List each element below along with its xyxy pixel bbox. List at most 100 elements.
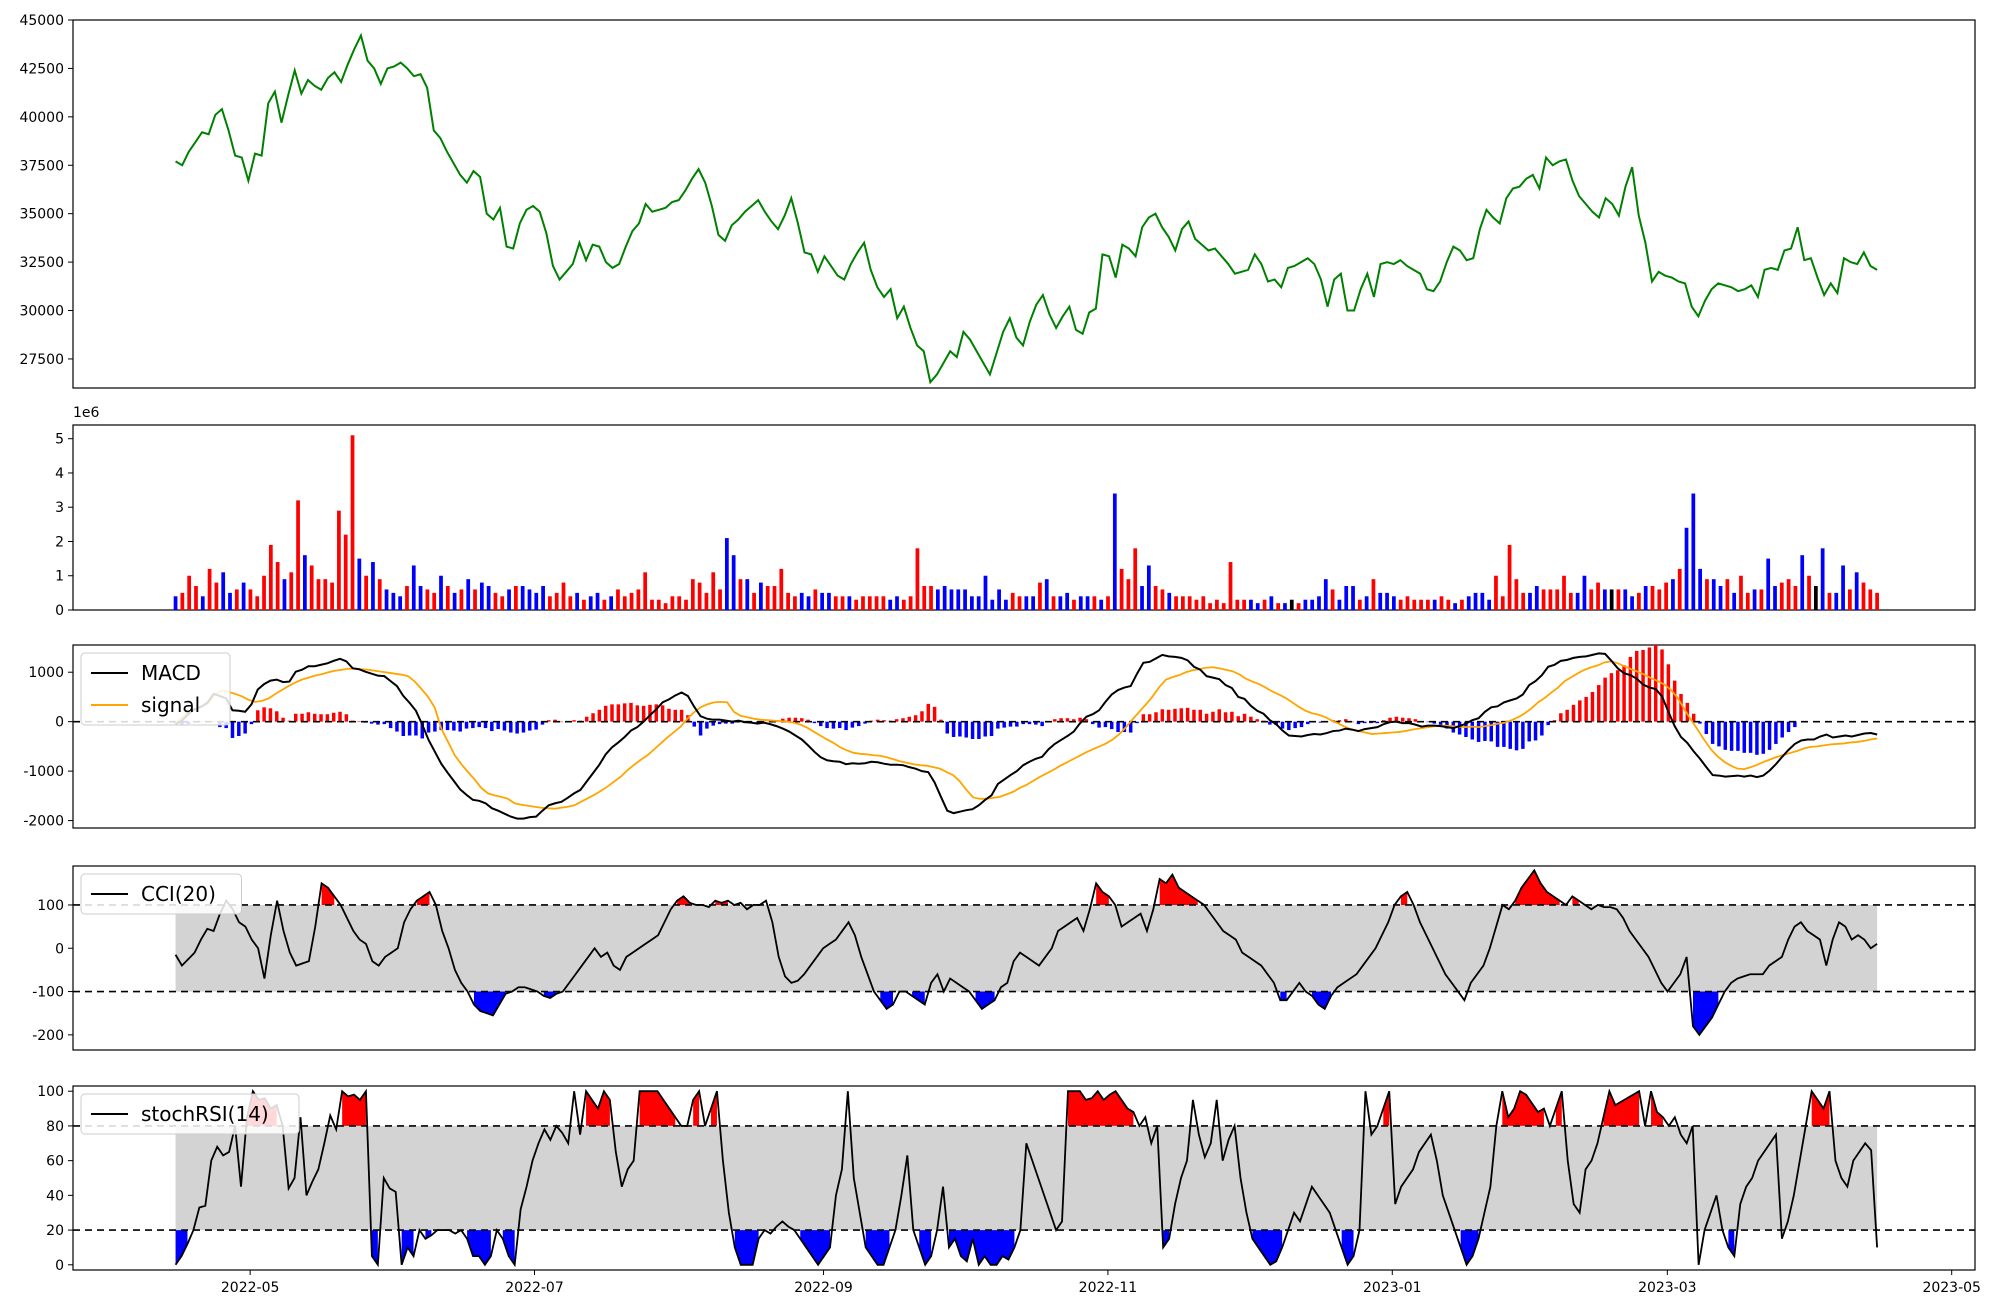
volume-axes-frame — [72, 424, 1976, 611]
macd-histogram-bar — [622, 703, 627, 722]
stochrsi-oversold-fill — [401, 1230, 414, 1265]
macd-histogram-bar — [641, 705, 646, 722]
volume-bar — [793, 596, 797, 610]
volume-bar — [820, 592, 825, 610]
macd-histogram-bar — [793, 717, 798, 722]
volume-bar — [1439, 596, 1444, 610]
stochrsi-overbought-fill — [1555, 1091, 1562, 1126]
volume-bar — [588, 596, 593, 610]
volume-bar — [296, 500, 300, 610]
macd-histogram-bar — [1078, 717, 1082, 722]
macd-histogram-bar — [1502, 721, 1506, 747]
stochrsi-overbought-fill — [1651, 1091, 1663, 1126]
volume-bar — [1426, 599, 1430, 610]
macd-histogram-bar — [388, 721, 393, 729]
stochrsi-ytick-label: 60 — [46, 1154, 64, 1170]
macd-histogram-bar — [1476, 721, 1481, 742]
volume-bar — [1378, 592, 1383, 610]
volume-bar — [786, 592, 790, 610]
volume-bar — [1460, 599, 1464, 610]
macd-histogram-bar — [711, 721, 715, 726]
macd-histogram-bar — [256, 710, 260, 722]
macd-histogram-bar — [660, 705, 665, 722]
macd-ytick-label: -1000 — [23, 764, 64, 780]
macd-histogram-bar — [1508, 721, 1512, 749]
volume-bar — [1793, 586, 1798, 610]
macd-histogram-bar — [1603, 677, 1607, 722]
macd-histogram-bar — [1774, 721, 1778, 744]
macd-histogram-bar — [591, 713, 595, 722]
macd-histogram-bar — [1729, 721, 1734, 751]
volume-bar — [1385, 592, 1389, 610]
macd-histogram-bar — [1748, 721, 1753, 753]
macd-histogram-bar — [433, 721, 437, 732]
stochrsi-oversold-fill — [371, 1230, 378, 1265]
volume-ytick-label: 4 — [55, 466, 64, 482]
volume-exponent-label: 1e6 — [73, 405, 100, 421]
macd-histogram-bar — [1628, 656, 1633, 722]
volume-bar — [1534, 586, 1539, 610]
price-axes-frame — [72, 19, 1976, 389]
volume-bar — [1664, 582, 1668, 610]
volume-bar — [929, 586, 933, 610]
volume-bar — [1092, 596, 1097, 610]
volume-bar — [180, 592, 185, 610]
stochrsi-ytick-label: 20 — [46, 1223, 64, 1239]
macd-histogram-bar — [1495, 721, 1500, 747]
volume-bar — [1752, 589, 1757, 610]
macd-histogram-bar — [1116, 721, 1120, 733]
macd-histogram-bar — [1034, 721, 1038, 725]
macd-histogram-bar — [1672, 680, 1677, 722]
volume-bar — [1548, 589, 1553, 610]
macd-histogram-bar — [679, 709, 684, 722]
macd-histogram-bar — [983, 721, 987, 737]
volume-bar — [214, 582, 219, 610]
macd-histogram-bar — [1761, 721, 1765, 754]
macd-histogram-bar — [294, 713, 298, 722]
volume-bar — [724, 538, 729, 610]
volume-bar — [1146, 565, 1151, 610]
volume-bar — [330, 582, 334, 610]
volume-bar — [861, 596, 865, 610]
volume-bar — [268, 544, 273, 610]
volume-bar — [384, 589, 389, 610]
macd-histogram-bar — [1306, 721, 1310, 725]
macd-histogram-bar — [1185, 707, 1190, 722]
macd-axes-frame — [72, 644, 1976, 829]
volume-bar — [1432, 599, 1437, 610]
macd-histogram-bar — [844, 721, 848, 731]
cci-axes-frame — [72, 865, 1976, 1051]
volume-bar — [908, 596, 913, 610]
macd-histogram-bar — [572, 720, 576, 722]
stochrsi-overbought-fill — [342, 1091, 366, 1126]
volume-bar — [840, 596, 845, 610]
cci-plot-area — [73, 868, 1975, 1037]
macd-histogram-bar — [376, 721, 380, 725]
macd-histogram-bar — [964, 721, 968, 738]
volume-bar — [765, 586, 770, 610]
volume-bar — [1698, 568, 1703, 610]
cci-oversold-fill — [1280, 991, 1287, 1001]
volume-bar — [1405, 596, 1410, 610]
macd-histogram-bar — [420, 721, 424, 739]
x-tick-label: 2023-03 — [1638, 1280, 1697, 1296]
macd-histogram-bar — [1299, 721, 1304, 728]
macd-histogram-bar — [1793, 721, 1797, 728]
macd-histogram-bar — [369, 721, 374, 724]
volume-bar — [1705, 579, 1709, 610]
volume-bar — [1181, 596, 1185, 610]
volume-bar — [1235, 599, 1240, 610]
volume-bar — [1310, 599, 1315, 610]
macd-histogram-bar — [1268, 721, 1272, 725]
volume-bar — [371, 562, 375, 610]
volume-bar — [1650, 586, 1655, 610]
volume-bar — [1568, 592, 1573, 610]
volume-bar — [1357, 599, 1362, 610]
volume-bar — [976, 596, 981, 610]
price-ytick-label: 37500 — [19, 158, 64, 174]
volume-bar — [799, 592, 804, 610]
volume-bar — [1038, 582, 1042, 610]
macd-histogram-bar — [1723, 721, 1728, 750]
volume-bar — [1759, 589, 1764, 610]
macd-histogram-bar — [521, 721, 526, 733]
